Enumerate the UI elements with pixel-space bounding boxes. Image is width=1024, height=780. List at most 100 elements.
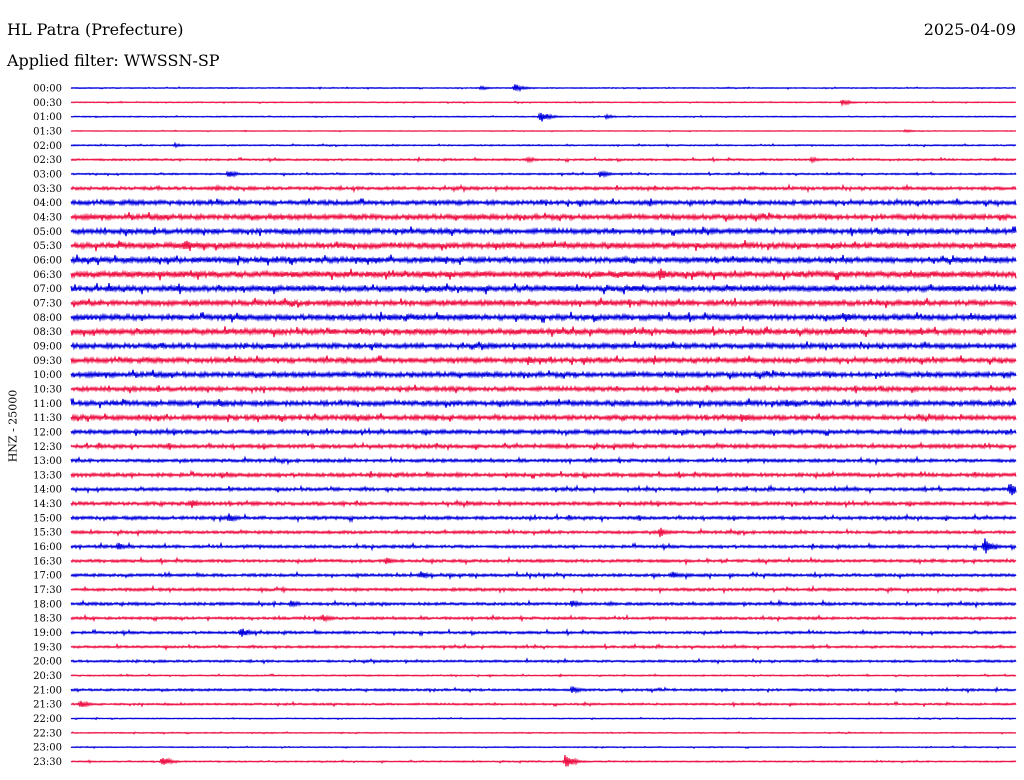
row-label: 14:00	[33, 485, 62, 496]
row-label: 23:30	[33, 757, 62, 768]
row-label: 13:30	[33, 470, 62, 481]
row-label: 08:00	[33, 313, 62, 324]
trace-line	[70, 538, 1017, 554]
row-label: 04:30	[33, 212, 62, 223]
trace-line	[70, 455, 1017, 466]
seismic-traces	[70, 84, 1017, 767]
row-label: 07:30	[33, 298, 62, 309]
trace-line	[70, 441, 1017, 452]
row-label: 19:30	[33, 642, 62, 653]
row-label: 05:00	[33, 227, 62, 238]
row-label: 11:00	[33, 399, 62, 410]
trace-line	[70, 556, 1017, 566]
trace-line	[70, 731, 1017, 735]
trace-line	[70, 700, 1017, 708]
filter-label: Applied filter: WWSSN-SP	[7, 51, 220, 70]
trace-line	[70, 384, 1017, 395]
row-label: 15:00	[33, 513, 62, 524]
row-label: 20:30	[33, 671, 62, 682]
trace-line	[70, 99, 1017, 107]
row-label: 20:00	[33, 657, 62, 668]
trace-line	[70, 326, 1017, 338]
row-label: 02:30	[33, 155, 62, 166]
date-label: 2025-04-09	[923, 20, 1016, 39]
trace-line	[70, 716, 1017, 721]
row-label: 12:00	[33, 427, 62, 438]
station-title: HL Patra (Prefecture)	[7, 20, 184, 39]
trace-line	[70, 398, 1017, 409]
row-labels: 00:00 00:30 01:00 01:30 02:00 02:30 03:00 03:30…	[33, 84, 62, 769]
row-label: 18:30	[33, 614, 62, 625]
row-label: 16:30	[33, 556, 62, 567]
trace-line	[70, 613, 1017, 623]
row-label: 02:00	[33, 141, 62, 152]
row-label: 15:30	[33, 528, 62, 539]
trace-line	[70, 240, 1017, 252]
trace-line	[70, 212, 1017, 222]
row-label: 21:30	[33, 700, 62, 711]
trace-line	[70, 254, 1017, 266]
row-label: 19:00	[33, 628, 62, 639]
row-label: 01:30	[33, 126, 62, 137]
row-label: 03:30	[33, 184, 62, 195]
trace-line	[70, 369, 1017, 380]
trace-line	[70, 283, 1017, 295]
row-label: 04:00	[33, 198, 62, 209]
trace-line	[70, 155, 1017, 164]
trace-line	[70, 183, 1017, 194]
row-label: 13:00	[33, 456, 62, 467]
row-label: 10:30	[33, 384, 62, 395]
trace-line	[70, 483, 1017, 496]
row-label: 17:30	[33, 585, 62, 596]
trace-line	[70, 657, 1017, 665]
row-label: 00:00	[33, 84, 62, 95]
row-label: 11:30	[33, 413, 62, 424]
row-label: 07:00	[33, 284, 62, 295]
trace-line	[70, 355, 1017, 366]
row-label: 06:30	[33, 270, 62, 281]
trace-line	[70, 341, 1017, 351]
trace-line	[70, 628, 1017, 637]
row-label: 18:00	[33, 599, 62, 610]
trace-line	[70, 128, 1017, 134]
row-label: 10:00	[33, 370, 62, 381]
trace-line	[70, 141, 1017, 149]
row-label: 09:30	[33, 356, 62, 367]
row-label: 05:30	[33, 241, 62, 252]
row-label: 08:30	[33, 327, 62, 338]
trace-line	[70, 84, 1017, 93]
trace-line	[70, 598, 1017, 609]
trace-line	[70, 169, 1017, 179]
row-label: 16:00	[33, 542, 62, 553]
trace-line	[70, 469, 1017, 481]
row-label: 23:00	[33, 743, 62, 754]
row-label: 21:00	[33, 685, 62, 696]
trace-line	[70, 412, 1017, 423]
row-label: 22:00	[33, 714, 62, 725]
trace-line	[70, 570, 1017, 581]
row-label: 17:00	[33, 571, 62, 582]
row-label: 06:00	[33, 255, 62, 266]
row-label: 01:00	[33, 112, 62, 123]
trace-line	[70, 112, 1017, 122]
trace-line	[70, 297, 1017, 309]
row-label: 12:30	[33, 442, 62, 453]
row-label: 14:30	[33, 499, 62, 510]
trace-line	[70, 754, 1017, 767]
row-label: 00:30	[33, 98, 62, 109]
trace-line	[70, 426, 1017, 438]
row-label: 03:00	[33, 169, 62, 180]
trace-line	[70, 584, 1017, 595]
trace-line	[70, 498, 1017, 509]
trace-line	[70, 673, 1017, 678]
trace-line	[70, 642, 1017, 651]
trace-line	[70, 311, 1017, 323]
trace-line	[70, 226, 1017, 237]
trace-line	[70, 197, 1017, 208]
trace-line	[70, 745, 1017, 749]
trace-line	[70, 685, 1017, 694]
row-label: 22:30	[33, 728, 62, 739]
trace-line	[70, 512, 1017, 524]
trace-line	[70, 527, 1017, 538]
